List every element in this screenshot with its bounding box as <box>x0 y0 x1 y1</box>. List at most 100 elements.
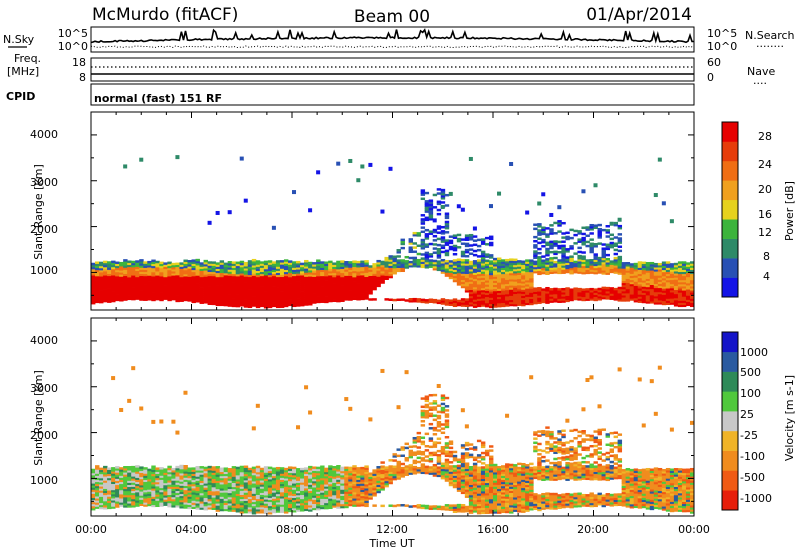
heatmap-cell <box>421 226 425 228</box>
heatmap-cell <box>393 466 397 468</box>
heatmap-cell <box>433 239 437 241</box>
heatmap-cell <box>610 260 614 262</box>
velocity-heatmap <box>91 366 694 515</box>
heatmap-cell <box>622 262 626 264</box>
heatmap-cell <box>437 429 441 431</box>
heatmap-cell <box>457 246 461 248</box>
heatmap-cell <box>557 205 561 209</box>
heatmap-cell <box>513 259 517 261</box>
heatmap-cell <box>541 288 545 290</box>
heatmap-cell <box>561 288 565 290</box>
heatmap-cell <box>401 455 405 457</box>
heatmap-cell <box>167 466 171 468</box>
heatmap-cell <box>380 505 384 507</box>
heatmap-cell <box>155 261 159 263</box>
heatmap-cell <box>441 446 445 448</box>
heatmap-cell <box>618 246 622 248</box>
heatmap-cell <box>131 466 135 468</box>
heatmap-cell <box>308 411 312 415</box>
heatmap-cell <box>348 159 352 163</box>
heatmap-cell <box>268 467 272 469</box>
heatmap-cell <box>658 158 662 162</box>
colorbar-swatch <box>722 278 738 298</box>
heatmap-cell <box>433 414 437 416</box>
heatmap-cell <box>429 406 433 408</box>
heatmap-cell <box>421 424 425 426</box>
heatmap-cell <box>413 466 417 468</box>
heatmap-cell <box>678 261 682 263</box>
heatmap-cell <box>147 261 151 263</box>
heatmap-cell <box>437 188 441 190</box>
heatmap-cell <box>441 205 445 209</box>
heatmap-cell <box>111 376 115 380</box>
heatmap-cell <box>276 260 280 262</box>
heatmap-cell <box>433 400 437 402</box>
heatmap-cell <box>405 465 409 467</box>
heatmap-cell <box>537 242 541 244</box>
heatmap-cell <box>589 243 593 245</box>
heatmap-cell <box>437 231 441 233</box>
heatmap-cell <box>429 505 433 507</box>
heatmap-cell <box>437 506 441 508</box>
heatmap-cell <box>541 226 545 228</box>
heatmap-cell <box>344 467 348 469</box>
heatmap-cell <box>465 255 469 257</box>
heatmap-cell <box>393 505 397 507</box>
heatmap-cell <box>417 504 421 506</box>
heatmap-cell <box>232 466 236 468</box>
heatmap-cell <box>441 427 445 429</box>
heatmap-cell <box>441 423 445 425</box>
heatmap-cell <box>537 238 541 240</box>
heatmap-cell <box>364 260 368 262</box>
heatmap-cell <box>135 465 139 467</box>
heatmap-cell <box>569 245 573 247</box>
heatmap-cell <box>417 432 421 434</box>
heatmap-cell <box>244 262 248 264</box>
heatmap-cell <box>308 466 312 468</box>
heatmap-cell <box>175 263 179 265</box>
heatmap-cell <box>425 449 429 451</box>
heatmap-cell <box>469 234 473 236</box>
heatmap-cell <box>505 259 509 261</box>
heatmap-cell <box>252 467 256 469</box>
heatmap-cell <box>192 467 196 469</box>
heatmap-cell <box>437 248 441 250</box>
heatmap-cell <box>445 260 449 262</box>
heatmap-cell <box>421 406 425 408</box>
heatmap-cell <box>421 218 425 220</box>
heatmap-cell <box>99 468 103 470</box>
heatmap-cell <box>585 259 589 261</box>
power-cbar-tick-20: 20 <box>758 183 772 196</box>
heatmap-cell <box>308 208 312 212</box>
heatmap-cell <box>139 259 143 261</box>
heatmap-cell <box>196 466 200 468</box>
heatmap-cell <box>405 457 409 459</box>
heatmap-cell <box>589 288 593 290</box>
heatmap-cell <box>654 263 658 265</box>
heatmap-cell <box>437 411 441 413</box>
heatmap-cell <box>380 465 384 467</box>
heatmap-cell <box>425 445 429 447</box>
heatmap-cell <box>537 256 541 258</box>
heatmap-cell <box>437 238 441 240</box>
heatmap-cell <box>212 261 216 263</box>
heatmap-cell <box>127 466 131 468</box>
heatmap-cell <box>200 466 204 468</box>
heatmap-cell <box>441 226 445 228</box>
heatmap-cell <box>413 437 417 439</box>
heatmap-cell <box>421 397 425 399</box>
heatmap-cell <box>332 466 336 468</box>
heatmap-cell <box>445 504 449 506</box>
heatmap-cell <box>151 420 155 424</box>
heatmap-cell <box>602 229 606 231</box>
heatmap-cell <box>388 459 392 461</box>
heatmap-cell <box>654 193 658 197</box>
heatmap-cell <box>549 241 553 243</box>
heatmap-cell <box>541 245 545 247</box>
heatmap-cell <box>461 238 465 240</box>
heatmap-cell <box>179 262 183 264</box>
nsky-label: N.Sky <box>3 33 35 46</box>
heatmap-cell <box>296 261 300 263</box>
heatmap-cell <box>413 505 417 507</box>
heatmap-cell <box>425 466 429 468</box>
